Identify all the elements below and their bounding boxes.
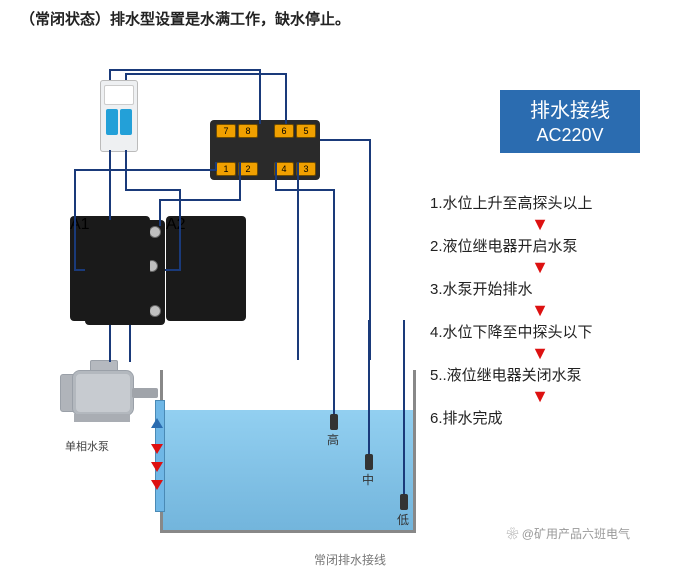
level-probe: 中 (368, 320, 370, 470)
relay-terminal: 2 (238, 162, 258, 176)
contactor-label-a2: A2 (166, 216, 246, 321)
step-arrow-icon: ▼ (430, 301, 650, 319)
water-tank-icon: 高中低 (160, 370, 416, 533)
operation-steps: 1.水位上升至高探头以上 ▼ 2.液位继电器开启水泵 ▼ 3.水泵开始排水 ▼ 4.水位下降… (430, 190, 650, 430)
water-fill (163, 410, 413, 530)
step-arrow-icon: ▼ (430, 258, 650, 276)
title-box: 排水接线 AC220V (500, 90, 640, 153)
title-line1: 排水接线 (500, 98, 640, 124)
watermark-text: ❀ @矿用产品六班电气 (506, 525, 630, 542)
step-text: 3.水泵开始排水 (430, 278, 650, 299)
wire (276, 162, 334, 360)
level-probe: 高 (333, 320, 335, 430)
wire (126, 74, 286, 124)
relay-terminal: 8 (238, 124, 258, 138)
wire (320, 140, 370, 360)
diagram-caption: 常闭排水接线 (30, 551, 670, 568)
contactor-label-a1: A1 (70, 216, 150, 321)
step-text: 1.水位上升至高探头以上 (430, 192, 650, 213)
step-arrow-icon: ▼ (430, 387, 650, 405)
page-heading: （常闭状态）排水型设置是水满工作，缺水停止。 (20, 8, 350, 29)
step-text: 6.排水完成 (430, 407, 650, 428)
motor-pump-icon (60, 360, 150, 430)
relay-terminal: 1 (216, 162, 236, 176)
step-text: 4.水位下降至中探头以下 (430, 321, 650, 342)
intake-pipe (151, 400, 165, 510)
step-text: 5..液位继电器关闭水泵 (430, 364, 650, 385)
title-line2: AC220V (500, 124, 640, 147)
probe-label: 高 (327, 431, 339, 448)
level-probe: 低 (403, 320, 405, 510)
probe-label: 中 (362, 471, 374, 488)
motor-label: 单相水泵 (65, 438, 109, 454)
step-text: 2.液位继电器开启水泵 (430, 235, 650, 256)
relay-terminal: 7 (216, 124, 236, 138)
relay-socket-icon: 78 65 12 43 (210, 120, 320, 180)
relay-terminal: 4 (274, 162, 294, 176)
wiring-diagram: 排水接线 AC220V 1.水位上升至高探头以上 ▼ 2.液位继电器开启水泵 ▼ 3.水… (30, 60, 670, 570)
relay-terminal: 6 (274, 124, 294, 138)
probe-label: 低 (397, 511, 409, 528)
relay-terminal: 5 (296, 124, 316, 138)
circuit-breaker-icon (100, 80, 138, 152)
step-arrow-icon: ▼ (430, 215, 650, 233)
relay-terminal: 3 (296, 162, 316, 176)
step-arrow-icon: ▼ (430, 344, 650, 362)
